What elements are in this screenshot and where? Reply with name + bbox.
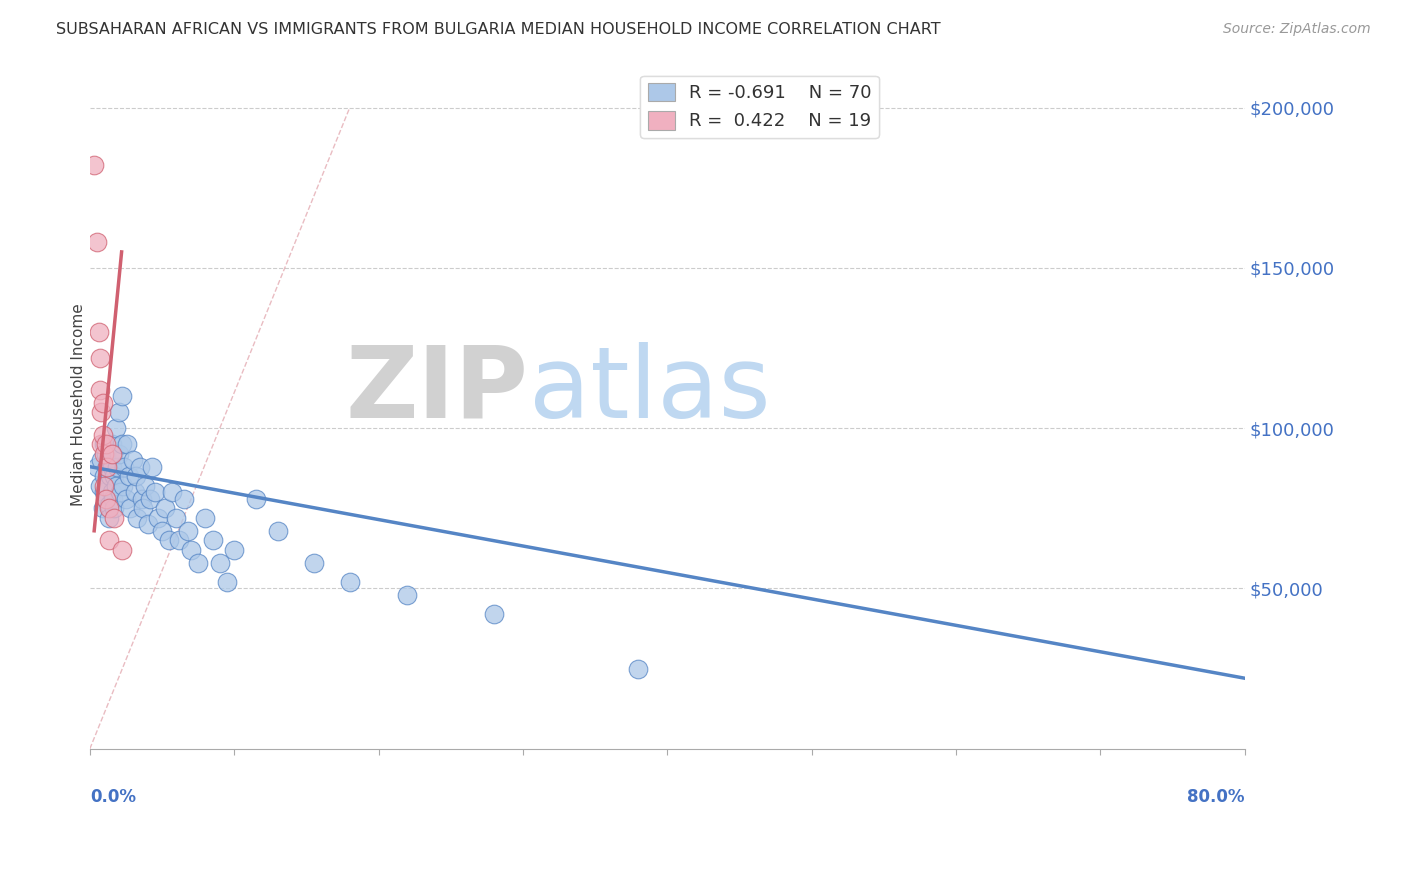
- Point: [91, 427, 114, 442]
- Point: [93, 447, 115, 461]
- Point: [91, 501, 114, 516]
- Point: [91, 395, 114, 409]
- Point: [108, 485, 131, 500]
- Point: [120, 501, 142, 516]
- Point: [627, 662, 650, 676]
- Point: [104, 479, 127, 493]
- Point: [104, 421, 127, 435]
- Point: [157, 533, 180, 548]
- Point: [90, 453, 112, 467]
- Point: [97, 498, 120, 512]
- Point: [339, 575, 361, 590]
- Point: [90, 437, 112, 451]
- Point: [141, 459, 163, 474]
- Point: [100, 447, 122, 461]
- Text: ZIP: ZIP: [346, 342, 529, 439]
- Point: [94, 447, 117, 461]
- Point: [103, 511, 125, 525]
- Point: [101, 491, 124, 506]
- Point: [90, 405, 112, 419]
- Point: [96, 459, 118, 474]
- Point: [97, 511, 120, 525]
- Point: [396, 588, 419, 602]
- Point: [94, 437, 117, 451]
- Text: atlas: atlas: [529, 342, 770, 439]
- Point: [96, 459, 118, 474]
- Point: [201, 533, 224, 548]
- Point: [87, 325, 110, 339]
- Point: [169, 533, 191, 548]
- Point: [173, 491, 195, 506]
- Point: [143, 485, 166, 500]
- Point: [110, 389, 132, 403]
- Point: [150, 524, 173, 538]
- Point: [94, 491, 117, 506]
- Point: [107, 447, 129, 461]
- Point: [132, 501, 155, 516]
- Point: [89, 479, 111, 493]
- Point: [194, 511, 217, 525]
- Point: [97, 501, 120, 516]
- Legend: R = -0.691    N = 70, R =  0.422    N = 19: R = -0.691 N = 70, R = 0.422 N = 19: [641, 76, 879, 137]
- Point: [127, 511, 149, 525]
- Point: [124, 485, 146, 500]
- Point: [96, 479, 118, 493]
- Point: [94, 491, 117, 506]
- Point: [146, 511, 169, 525]
- Point: [125, 469, 148, 483]
- Point: [93, 479, 115, 493]
- Point: [117, 437, 139, 451]
- Text: Source: ZipAtlas.com: Source: ZipAtlas.com: [1223, 22, 1371, 37]
- Point: [103, 469, 125, 483]
- Point: [177, 524, 200, 538]
- Point: [166, 511, 188, 525]
- Point: [89, 351, 111, 365]
- Point: [107, 405, 129, 419]
- Point: [208, 556, 231, 570]
- Point: [112, 479, 135, 493]
- Point: [245, 491, 267, 506]
- Point: [114, 459, 136, 474]
- Point: [215, 575, 238, 590]
- Point: [187, 556, 209, 570]
- Point: [266, 524, 288, 538]
- Point: [180, 543, 202, 558]
- Point: [110, 437, 132, 451]
- Point: [83, 158, 105, 172]
- Point: [93, 437, 115, 451]
- Point: [122, 453, 145, 467]
- Point: [100, 437, 122, 451]
- Point: [482, 607, 505, 621]
- Point: [115, 491, 138, 506]
- Point: [129, 459, 152, 474]
- Point: [98, 469, 121, 483]
- Point: [100, 459, 122, 474]
- Y-axis label: Median Household Income: Median Household Income: [72, 302, 86, 506]
- Point: [93, 485, 115, 500]
- Point: [136, 517, 159, 532]
- Point: [134, 479, 156, 493]
- Point: [110, 543, 132, 558]
- Point: [100, 485, 122, 500]
- Point: [97, 533, 120, 548]
- Point: [93, 469, 115, 483]
- Point: [131, 491, 153, 506]
- Point: [86, 235, 108, 250]
- Point: [139, 491, 162, 506]
- Point: [160, 485, 183, 500]
- Point: [224, 543, 246, 558]
- Point: [103, 501, 125, 516]
- Point: [86, 459, 108, 474]
- Point: [118, 469, 141, 483]
- Text: 80.0%: 80.0%: [1187, 788, 1244, 805]
- Point: [153, 501, 176, 516]
- Text: 0.0%: 0.0%: [90, 788, 136, 805]
- Point: [89, 383, 111, 397]
- Point: [302, 556, 325, 570]
- Point: [101, 447, 124, 461]
- Text: SUBSAHARAN AFRICAN VS IMMIGRANTS FROM BULGARIA MEDIAN HOUSEHOLD INCOME CORRELATI: SUBSAHARAN AFRICAN VS IMMIGRANTS FROM BU…: [56, 22, 941, 37]
- Point: [105, 459, 128, 474]
